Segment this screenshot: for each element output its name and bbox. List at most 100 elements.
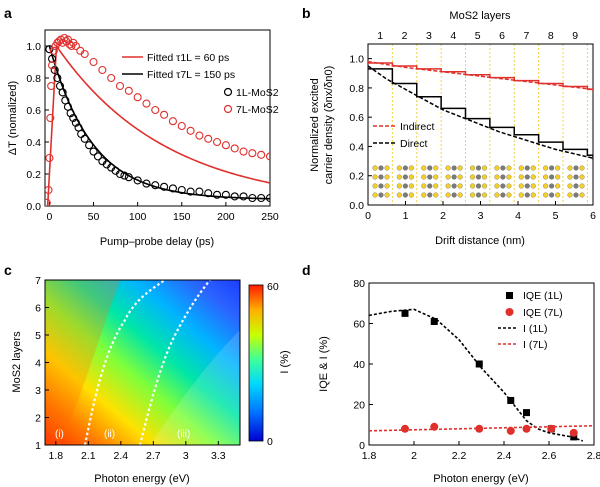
- lattice-atom: [573, 192, 579, 198]
- x-tick-label: 0: [365, 210, 371, 222]
- y-tick-label: 7: [35, 275, 41, 287]
- panel-b-ylabel-line1: Normalized excited: [309, 78, 321, 172]
- lattice-atom: [500, 174, 506, 180]
- lattice-atom: [494, 183, 500, 189]
- series-line: [368, 65, 593, 159]
- lattice-atom: [433, 183, 439, 189]
- x-tick-label: 0: [46, 211, 52, 223]
- lattice-atom: [469, 174, 476, 180]
- data-point: [213, 190, 222, 199]
- lattice-atom: [481, 165, 488, 171]
- y-tick-label: 5: [35, 330, 41, 342]
- panel-b-ylabel-line2: carrier density (δnx/δn0): [323, 66, 335, 185]
- lattice-atom: [421, 165, 427, 171]
- data-point: [239, 147, 248, 156]
- panel-b-legend: Indirect Direct: [373, 121, 435, 150]
- lattice-atom: [408, 192, 414, 198]
- lattice-atom: [494, 174, 500, 180]
- lattice-atom: [555, 183, 561, 189]
- legend-7l: 7L-MoS2: [236, 104, 279, 116]
- panel-label-b: b: [302, 5, 311, 21]
- data-point: [151, 105, 160, 115]
- data-point: [257, 150, 266, 159]
- data-point: [230, 144, 239, 153]
- series-line: [368, 62, 593, 91]
- series-line: [369, 424, 594, 432]
- data-point: [69, 113, 78, 123]
- lattice-atom: [408, 183, 414, 189]
- legend-iqe-7l: IQE (7L): [523, 307, 563, 319]
- data-point: [221, 190, 230, 199]
- lattice-atom: [555, 174, 561, 180]
- lattice-atom: [427, 192, 433, 198]
- data-point: [120, 171, 129, 180]
- lattice-atom: [384, 165, 390, 171]
- x-tick-label: 2: [411, 450, 417, 462]
- y-tick-label: 0.6: [349, 112, 364, 124]
- colorbar: [248, 284, 264, 442]
- lattice-atom: [475, 192, 482, 198]
- lattice-atom: [457, 192, 463, 198]
- lattice-atom: [500, 183, 506, 189]
- lattice-atom: [457, 183, 463, 189]
- data-point: [46, 113, 55, 123]
- data-point: [160, 182, 169, 191]
- data-point: [71, 41, 80, 51]
- colorbar-min: 0: [267, 436, 273, 448]
- data-point: [257, 193, 266, 203]
- x-tick-label: 2.8: [587, 450, 600, 462]
- lattice-atom: [567, 174, 573, 180]
- data-point: [71, 118, 80, 127]
- data-point: [58, 88, 67, 97]
- y-tick-label: 2: [35, 413, 41, 425]
- lattice-atom: [543, 174, 549, 180]
- lattice-atom: [518, 174, 524, 180]
- lattice-atom: [530, 174, 536, 180]
- legend-1l: 1L-MoS2: [236, 87, 279, 99]
- lattice-atom: [402, 174, 408, 180]
- lattice-atom: [555, 165, 561, 171]
- lattice-atom: [506, 192, 512, 198]
- x-tick-label: 2.2: [452, 450, 467, 462]
- lattice-atom: [421, 174, 427, 180]
- legend-fit-7l: Fitted τ7L = 150 ps: [147, 69, 235, 81]
- heatmap-field: [45, 280, 240, 445]
- data-point: [160, 110, 169, 119]
- lattice-atom: [543, 192, 549, 198]
- lattice-atom: [530, 183, 536, 189]
- panel-a-xlabel: Pump–probe delay (ps): [100, 236, 214, 248]
- data-point: [195, 131, 204, 140]
- data-point: [93, 152, 102, 161]
- y-tick-label: 0.8: [349, 83, 364, 95]
- y-tick-label: 0.4: [26, 137, 41, 149]
- lattice-atom: [445, 192, 451, 198]
- lattice-atom: [524, 174, 530, 180]
- x-tick-label: 2.6: [542, 450, 557, 462]
- lattice-atom: [475, 165, 482, 171]
- panel-label-a: a: [4, 5, 12, 21]
- data-point: [77, 129, 86, 139]
- series-line: [368, 68, 593, 160]
- y-tick-label: 20: [353, 400, 365, 412]
- lattice-atom: [543, 165, 549, 171]
- lattice-atom: [549, 192, 555, 198]
- y-tick-label: 0: [359, 440, 365, 452]
- panel-b-top-label: MoS2 layers: [449, 10, 511, 22]
- y-tick-label: 0.4: [349, 141, 364, 153]
- lattice-atom: [445, 174, 451, 180]
- y-tick-label: 0.2: [349, 171, 364, 183]
- data-point: [107, 73, 116, 83]
- legend-i-1l: I (1L): [523, 323, 548, 335]
- panel-label-c: c: [4, 262, 12, 278]
- x-tick-label: 2.1: [81, 450, 96, 462]
- lattice-atom: [555, 192, 561, 198]
- data-point: [265, 152, 270, 161]
- y-tick-label: 0.8: [26, 73, 41, 85]
- y-tick-label: 0.0: [26, 201, 41, 213]
- panel-a-legend: Fitted τ1L = 60 ps Fitted τ7L = 150 ps 1…: [122, 52, 279, 116]
- x-tick-label: 3: [478, 210, 484, 222]
- lattice-atom: [396, 192, 402, 198]
- data-point: [45, 198, 51, 206]
- lattice-atom: [427, 174, 433, 180]
- data-point: [89, 57, 98, 67]
